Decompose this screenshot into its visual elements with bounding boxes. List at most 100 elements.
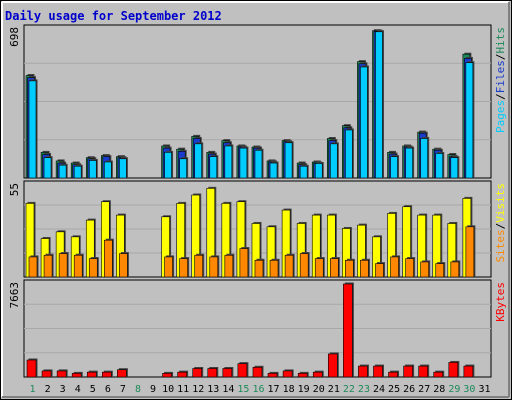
bar-pages-day-27-face bbox=[420, 138, 428, 179]
bar-sites-day-14 bbox=[224, 253, 235, 278]
x-tick-label-2: 2 bbox=[45, 384, 51, 395]
panel-2: 55 Sites/Visits bbox=[8, 180, 507, 278]
bar-sites-day-29-face bbox=[450, 261, 460, 278]
bar-sites-day-10 bbox=[164, 255, 175, 278]
bar-pages-day-24 bbox=[375, 30, 384, 179]
bar-kbytes-day-26 bbox=[403, 364, 415, 378]
bar-pages-day-26 bbox=[405, 146, 415, 179]
bar-kbytes-day-14 bbox=[222, 367, 234, 378]
x-tick-label-9: 9 bbox=[150, 384, 156, 395]
bar-pages-day-1-face bbox=[28, 80, 37, 179]
bar-pages-day-16-face bbox=[254, 149, 263, 179]
bar-kbytes-day-5-face bbox=[86, 371, 97, 378]
bar-kbytes-day-3 bbox=[56, 369, 68, 378]
bar-pages-day-12-face bbox=[194, 143, 203, 179]
legend-entry: / bbox=[494, 54, 507, 61]
x-tick-label-16: 16 bbox=[252, 384, 264, 395]
bar-sites-day-3 bbox=[58, 252, 69, 278]
bar-sites-day-2 bbox=[43, 253, 54, 278]
bar-sites-day-6 bbox=[104, 238, 114, 278]
bar-pages-day-4-face bbox=[73, 165, 82, 179]
bar-sites-day-13-face bbox=[209, 256, 219, 278]
x-tick-label-20: 20 bbox=[313, 384, 325, 395]
bar-kbytes-day-7-face bbox=[117, 369, 127, 378]
bar-kbytes-day-28-face bbox=[433, 371, 444, 378]
legend-entry: Sites bbox=[494, 229, 507, 262]
x-tick-label-7: 7 bbox=[120, 384, 126, 395]
x-tick-label-13: 13 bbox=[207, 384, 219, 395]
bar-kbytes-day-7 bbox=[117, 368, 128, 378]
bar-sites-day-13 bbox=[209, 255, 220, 278]
x-tick-label-23: 23 bbox=[358, 384, 370, 395]
x-tick-label-28: 28 bbox=[433, 384, 445, 395]
bar-kbytes-day-11 bbox=[177, 370, 189, 378]
x-tick-label-21: 21 bbox=[328, 384, 340, 395]
bar-kbytes-day-28 bbox=[433, 370, 445, 378]
bar-sites-day-5 bbox=[88, 257, 99, 278]
x-tick-label-18: 18 bbox=[283, 384, 295, 395]
bar-sites-day-18-face bbox=[284, 254, 294, 278]
bar-kbytes-day-12 bbox=[192, 367, 204, 378]
bar-pages-day-1 bbox=[28, 79, 38, 179]
bar-sites-day-10-face bbox=[164, 256, 173, 278]
bar-kbytes-day-20 bbox=[312, 370, 324, 378]
bar-pages-day-5 bbox=[88, 158, 98, 179]
bar-kbytes-day-14-face bbox=[222, 368, 233, 378]
bar-kbytes-day-2-face bbox=[41, 370, 52, 378]
bar-pages-day-2-face bbox=[43, 157, 52, 179]
bar-pages-day-14-face bbox=[224, 145, 233, 179]
bar-sites-day-26-face bbox=[405, 258, 414, 278]
bar-pages-day-6-face bbox=[104, 161, 112, 179]
bar-pages-day-29-face bbox=[450, 157, 459, 179]
y-max-label-1: 698 bbox=[8, 27, 21, 47]
bar-sites-day-19-face bbox=[299, 253, 309, 278]
bar-pages-day-22-face bbox=[345, 129, 353, 179]
bar-kbytes-day-27-face bbox=[418, 365, 428, 378]
legend-entry: Hits bbox=[494, 27, 507, 54]
x-tick-label-14: 14 bbox=[222, 384, 234, 395]
bar-kbytes-day-17 bbox=[267, 371, 279, 378]
panel-3: 7663 KBytes bbox=[8, 279, 507, 378]
bar-pages-day-16 bbox=[254, 148, 264, 179]
bar-kbytes-day-24 bbox=[373, 364, 384, 378]
bar-sites-day-26 bbox=[405, 257, 416, 278]
bar-kbytes-day-3-face bbox=[56, 370, 67, 378]
bar-kbytes-day-18-face bbox=[282, 370, 293, 378]
bar-pages-day-11 bbox=[179, 157, 189, 179]
bar-kbytes-day-29-face bbox=[448, 362, 459, 378]
bar-kbytes-day-21-face bbox=[327, 353, 338, 378]
bar-kbytes-day-19 bbox=[297, 371, 309, 378]
x-tick-label-12: 12 bbox=[192, 384, 204, 395]
x-tick-label-5: 5 bbox=[90, 384, 96, 395]
bar-pages-day-18 bbox=[284, 141, 294, 179]
bar-pages-day-10 bbox=[164, 150, 174, 179]
chart-title: Daily usage for September 2012 bbox=[5, 9, 222, 23]
bar-pages-day-15-face bbox=[239, 147, 248, 179]
bar-pages-day-7-face bbox=[119, 158, 127, 179]
bar-kbytes-day-13 bbox=[207, 367, 219, 378]
bar-kbytes-day-2 bbox=[41, 369, 53, 378]
bar-sites-day-14-face bbox=[224, 254, 234, 278]
bar-sites-day-19 bbox=[299, 252, 310, 278]
bar-pages-day-27 bbox=[420, 137, 430, 179]
bar-kbytes-day-11-face bbox=[177, 371, 187, 378]
x-tick-label-27: 27 bbox=[418, 384, 430, 395]
x-tick-label-31: 31 bbox=[478, 384, 490, 395]
bar-kbytes-day-4 bbox=[71, 371, 83, 378]
bar-sites-day-4 bbox=[73, 253, 84, 278]
bar-kbytes-day-10-face bbox=[162, 373, 172, 378]
bar-sites-day-23-face bbox=[360, 259, 369, 278]
bar-sites-day-25-face bbox=[390, 256, 399, 278]
bar-sites-day-12 bbox=[194, 253, 205, 278]
bar-kbytes-day-17-face bbox=[267, 373, 278, 378]
bar-pages-day-14 bbox=[224, 144, 234, 179]
bar-sites-day-28-face bbox=[435, 263, 445, 278]
bar-sites-day-4-face bbox=[73, 254, 83, 278]
bar-pages-day-3 bbox=[58, 163, 68, 179]
bar-sites-day-30-face bbox=[465, 226, 475, 278]
bar-kbytes-day-1 bbox=[26, 358, 38, 378]
bar-kbytes-day-16-face bbox=[252, 366, 263, 378]
bar-pages-day-17 bbox=[269, 161, 279, 179]
